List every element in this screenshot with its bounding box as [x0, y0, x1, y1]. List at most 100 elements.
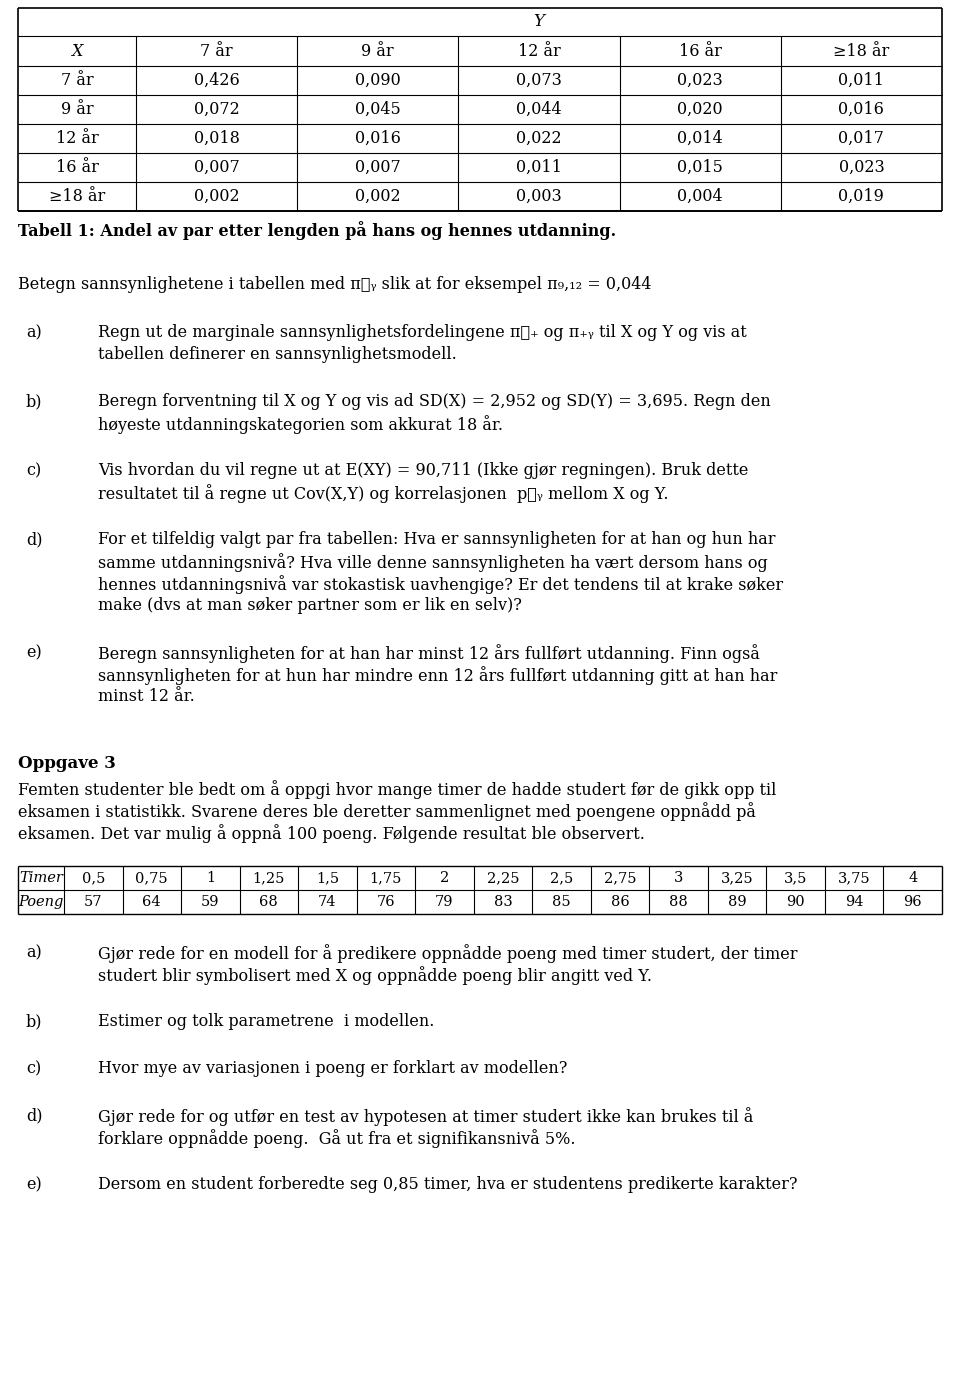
- Text: 16 år: 16 år: [679, 42, 722, 60]
- Text: 0,015: 0,015: [677, 159, 723, 176]
- Text: eksamen i statistikk. Svarene deres ble deretter sammenlignet med poengene oppnå: eksamen i statistikk. Svarene deres ble …: [18, 802, 756, 821]
- Text: 83: 83: [493, 895, 513, 909]
- Text: 2,5: 2,5: [550, 871, 573, 885]
- Text: Betegn sannsynlighetene i tabellen med πᵯᵧ slik at for eksempel π₉,₁₂ = 0,044: Betegn sannsynlighetene i tabellen med π…: [18, 275, 652, 294]
- Text: 0,019: 0,019: [838, 187, 884, 206]
- Text: 0,014: 0,014: [678, 130, 723, 147]
- Text: X: X: [71, 42, 83, 60]
- Text: 79: 79: [435, 895, 454, 909]
- Text: 0,007: 0,007: [355, 159, 400, 176]
- Text: 12 år: 12 år: [517, 42, 561, 60]
- Text: 94: 94: [845, 895, 863, 909]
- Text: Beregn forventning til X og Y og vis ad SD(X) = 2,952 og SD(Y) = 3,695. Regn den: Beregn forventning til X og Y og vis ad …: [98, 393, 771, 410]
- Text: 0,022: 0,022: [516, 130, 562, 147]
- Text: 0,090: 0,090: [355, 73, 400, 89]
- Text: Hvor mye av variasjonen i poeng er forklart av modellen?: Hvor mye av variasjonen i poeng er forkl…: [98, 1060, 567, 1076]
- Text: 0,016: 0,016: [838, 101, 884, 117]
- Text: Oppgave 3: Oppgave 3: [18, 755, 116, 772]
- Text: c): c): [26, 461, 41, 480]
- Text: 68: 68: [259, 895, 278, 909]
- Text: a): a): [26, 944, 41, 960]
- Text: 1,25: 1,25: [252, 871, 285, 885]
- Text: 3,75: 3,75: [838, 871, 871, 885]
- Text: 0,044: 0,044: [516, 101, 562, 117]
- Text: 0,017: 0,017: [838, 130, 884, 147]
- Text: Estimer og tolk parametrene  i modellen.: Estimer og tolk parametrene i modellen.: [98, 1014, 434, 1030]
- Text: 0,002: 0,002: [194, 187, 239, 206]
- Text: resultatet til å regne ut Cov(X,Y) og korrelasjonen  pᵯᵧ mellom X og Y.: resultatet til å regne ut Cov(X,Y) og ko…: [98, 484, 668, 503]
- Text: 3,25: 3,25: [721, 871, 754, 885]
- Text: c): c): [26, 1060, 41, 1076]
- Text: sannsynligheten for at hun har mindre enn 12 års fullført utdanning gitt at han : sannsynligheten for at hun har mindre en…: [98, 665, 778, 685]
- Text: 0,5: 0,5: [82, 871, 105, 885]
- Text: e): e): [26, 1176, 41, 1192]
- Text: Regn ut de marginale sannsynlighetsfordelingene πᵯ₊ og π₊ᵧ til X og Y og vis at: Regn ut de marginale sannsynlighetsforde…: [98, 324, 747, 341]
- Text: 3,5: 3,5: [784, 871, 807, 885]
- Text: Vis hvordan du vil regne ut at E(XY) = 90,711 (Ikke gjør regningen). Bruk dette: Vis hvordan du vil regne ut at E(XY) = 9…: [98, 461, 749, 480]
- Text: b): b): [26, 393, 42, 410]
- Text: 57: 57: [84, 895, 103, 909]
- Text: 0,073: 0,073: [516, 73, 562, 89]
- Text: ≥18 år: ≥18 år: [49, 187, 106, 206]
- Text: 96: 96: [903, 895, 922, 909]
- Text: 0,003: 0,003: [516, 187, 562, 206]
- Text: 2,25: 2,25: [487, 871, 519, 885]
- Text: 86: 86: [611, 895, 630, 909]
- Text: Tabell 1: Andel av par etter lengden på hans og hennes utdanning.: Tabell 1: Andel av par etter lengden på …: [18, 221, 616, 240]
- Text: a): a): [26, 324, 41, 341]
- Text: 12 år: 12 år: [56, 130, 98, 147]
- Text: 0,072: 0,072: [194, 101, 239, 117]
- Text: Timer: Timer: [19, 871, 63, 885]
- Text: 1,5: 1,5: [316, 871, 339, 885]
- Text: 0,011: 0,011: [516, 159, 562, 176]
- Text: 0,023: 0,023: [678, 73, 723, 89]
- Text: Dersom en student forberedte seg 0,85 timer, hva er studentens predikerte karakt: Dersom en student forberedte seg 0,85 ti…: [98, 1176, 798, 1192]
- Text: 0,004: 0,004: [678, 187, 723, 206]
- Text: 88: 88: [669, 895, 688, 909]
- Text: Femten studenter ble bedt om å oppgi hvor mange timer de hadde studert før de gi: Femten studenter ble bedt om å oppgi hvo…: [18, 780, 777, 798]
- Text: høyeste utdanningskategorien som akkurat 18 år.: høyeste utdanningskategorien som akkurat…: [98, 415, 503, 433]
- Text: 59: 59: [201, 895, 220, 909]
- Text: 0,016: 0,016: [355, 130, 400, 147]
- Text: Gjør rede for en modell for å predikere oppnådde poeng med timer studert, der ti: Gjør rede for en modell for å predikere …: [98, 944, 798, 963]
- Text: e): e): [26, 644, 41, 661]
- Text: 89: 89: [728, 895, 747, 909]
- Text: b): b): [26, 1014, 42, 1030]
- Text: 0,045: 0,045: [355, 101, 400, 117]
- Text: d): d): [26, 531, 42, 548]
- Text: 0,018: 0,018: [194, 130, 240, 147]
- Text: 0,007: 0,007: [194, 159, 239, 176]
- Text: 1,75: 1,75: [370, 871, 402, 885]
- Text: studert blir symbolisert med X og oppnådde poeng blir angitt ved Y.: studert blir symbolisert med X og oppnåd…: [98, 966, 652, 986]
- Text: 0,426: 0,426: [194, 73, 239, 89]
- Text: samme utdanningsnivå? Hva ville denne sannsynligheten ha vært dersom hans og: samme utdanningsnivå? Hva ville denne sa…: [98, 554, 768, 572]
- Text: 7 år: 7 år: [60, 73, 93, 89]
- Text: 0,023: 0,023: [838, 159, 884, 176]
- Text: For et tilfeldig valgt par fra tabellen: Hva er sannsynligheten for at han og hu: For et tilfeldig valgt par fra tabellen:…: [98, 531, 776, 548]
- Text: 1: 1: [205, 871, 215, 885]
- Text: 9 år: 9 år: [60, 101, 93, 117]
- Text: 4: 4: [908, 871, 918, 885]
- Text: forklare oppnådde poeng.  Gå ut fra et signifikansnivå 5%.: forklare oppnådde poeng. Gå ut fra et si…: [98, 1130, 575, 1148]
- Text: Poeng: Poeng: [18, 895, 63, 909]
- Text: 16 år: 16 år: [56, 159, 99, 176]
- Text: Gjør rede for og utfør en test av hypotesen at timer studert ikke kan brukes til: Gjør rede for og utfør en test av hypote…: [98, 1107, 754, 1125]
- Text: eksamen. Det var mulig å oppnå 100 poeng. Følgende resultat ble observert.: eksamen. Det var mulig å oppnå 100 poeng…: [18, 823, 645, 843]
- Text: tabellen definerer en sannsynlighetsmodell.: tabellen definerer en sannsynlighetsmode…: [98, 345, 457, 363]
- Text: 2,75: 2,75: [604, 871, 636, 885]
- Text: 3: 3: [674, 871, 684, 885]
- Text: 0,020: 0,020: [678, 101, 723, 117]
- Text: Y: Y: [534, 14, 544, 31]
- Text: hennes utdanningsnivå var stokastisk uavhengige? Er det tendens til at krake søk: hennes utdanningsnivå var stokastisk uav…: [98, 575, 783, 594]
- Text: 2: 2: [440, 871, 449, 885]
- Text: make (dvs at man søker partner som er lik en selv)?: make (dvs at man søker partner som er li…: [98, 597, 522, 614]
- Text: ≥18 år: ≥18 år: [833, 42, 890, 60]
- Text: 90: 90: [786, 895, 805, 909]
- Text: 74: 74: [318, 895, 337, 909]
- Text: 64: 64: [142, 895, 161, 909]
- Text: 0,002: 0,002: [355, 187, 400, 206]
- Text: 7 år: 7 år: [201, 42, 233, 60]
- Text: 0,75: 0,75: [135, 871, 168, 885]
- Text: 0,011: 0,011: [838, 73, 884, 89]
- Text: 76: 76: [376, 895, 396, 909]
